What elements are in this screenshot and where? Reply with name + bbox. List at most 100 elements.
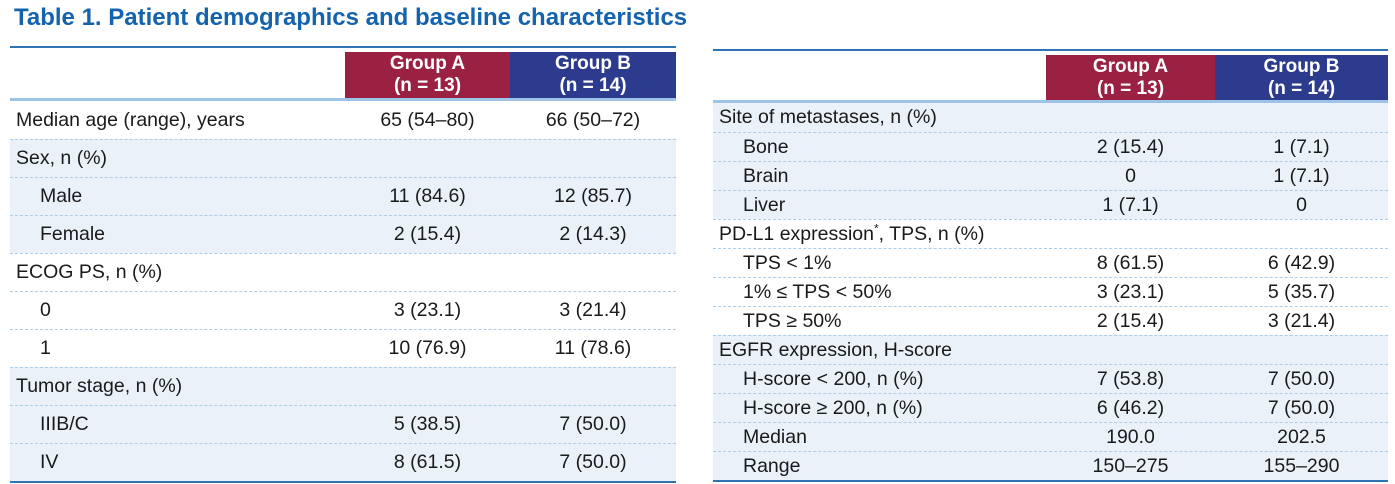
cell-group-b: 202.5 xyxy=(1277,425,1326,448)
header-divider-rule xyxy=(10,98,676,101)
figure-title: Table 1. Patient demographics and baseli… xyxy=(14,4,688,31)
group-a-name: Group A xyxy=(389,53,466,74)
cell-group-b: 7 (50.0) xyxy=(559,413,627,435)
row-label: H-score < 200, n (%) xyxy=(743,367,924,390)
group-b-n: (n = 14) xyxy=(1267,77,1336,99)
row-label: ECOG PS, n (%) xyxy=(16,261,163,283)
cell-group-b: 155–290 xyxy=(1263,454,1340,477)
cell-group-a: 2 (15.4) xyxy=(393,223,462,245)
cell-group-a: 2 (15.4) xyxy=(1096,309,1165,332)
row-label: PD-L1 expression*, TPS, n (%) xyxy=(719,222,985,245)
table-row: Tumor stage, n (%) xyxy=(10,367,676,405)
table-row: Bone 2 (15.4) 1 (7.1) xyxy=(713,132,1388,161)
table-row: Sex, n (%) xyxy=(10,139,676,177)
table-row: 0 3 (23.1) 3 (21.4) xyxy=(10,291,676,329)
cell-group-b: 7 (50.0) xyxy=(559,451,627,473)
table-row: PD-L1 expression*, TPS, n (%) xyxy=(713,219,1388,248)
table-row: TPS < 1% 8 (61.5) 6 (42.9) xyxy=(713,248,1388,277)
row-label: TPS < 1% xyxy=(743,251,832,274)
row-label: Median xyxy=(743,425,807,448)
cell-group-b: 5 (35.7) xyxy=(1267,280,1336,303)
table-row: Female 2 (15.4) 2 (14.3) xyxy=(10,215,676,253)
cell-group-a: 1 (7.1) xyxy=(1102,193,1159,216)
cell-group-a: 190.0 xyxy=(1106,425,1155,448)
cell-group-b: 6 (42.9) xyxy=(1267,251,1336,274)
cell-group-b: 1 (7.1) xyxy=(1273,164,1330,187)
clinical-table-body: Site of metastases, n (%) Bone 2 (15.4) 1 (… xyxy=(713,103,1388,480)
column-header-group-b: Group B (n = 14) xyxy=(510,52,676,98)
table-row: Liver 1 (7.1) 0 xyxy=(713,190,1388,219)
header-spacer xyxy=(713,51,1046,100)
group-a-n: (n = 13) xyxy=(393,75,462,96)
cell-group-a: 65 (54–80) xyxy=(380,108,475,131)
table-row: Brain 0 1 (7.1) xyxy=(713,161,1388,190)
table-row: H-score < 200, n (%) 7 (53.8) 7 (50.0) xyxy=(713,364,1388,393)
cell-group-a: 2 (15.4) xyxy=(1096,135,1165,158)
demographics-table-body: Median age (range), years 65 (54–80) 66 (5… xyxy=(10,101,676,481)
row-label: Tumor stage, n (%) xyxy=(16,375,183,397)
table-row: IV 8 (61.5) 7 (50.0) xyxy=(10,443,676,481)
cell-group-a: 3 (23.1) xyxy=(1096,280,1165,303)
row-label: 0 xyxy=(40,299,51,321)
cell-group-a: 7 (53.8) xyxy=(1096,367,1165,390)
row-label: IIIB/C xyxy=(40,413,89,435)
cell-group-a: 11 (84.6) xyxy=(389,185,466,207)
cell-group-a: 6 (46.2) xyxy=(1096,396,1165,419)
table-row: Median age (range), years 65 (54–80) 66 (5… xyxy=(10,101,676,139)
cell-group-a: 3 (23.1) xyxy=(393,299,462,321)
group-b-name: Group B xyxy=(555,53,631,74)
group-a-n: (n = 13) xyxy=(1096,77,1165,99)
cell-group-b: 3 (21.4) xyxy=(559,299,627,321)
column-header-group-a: Group A (n = 13) xyxy=(345,52,510,98)
row-label: Liver xyxy=(743,193,786,216)
cell-group-a: 0 xyxy=(1125,164,1136,187)
table-row: Median 190.0 202.5 xyxy=(713,422,1388,451)
cell-group-b: 66 (50–72) xyxy=(545,108,641,131)
table-row: 1 10 (76.9) 11 (78.6) xyxy=(10,329,676,367)
row-label: Site of metastases, n (%) xyxy=(719,106,937,128)
table-row: Male 11 (84.6) 12 (85.7) xyxy=(10,177,676,215)
cell-group-a: 8 (61.5) xyxy=(393,451,462,473)
cell-group-b: 2 (14.3) xyxy=(559,223,627,245)
row-label: IV xyxy=(40,451,59,473)
row-label: Female xyxy=(40,223,106,245)
row-label: Bone xyxy=(743,135,789,158)
clinical-characteristics-table: Group A (n = 13) Group B (n = 14) Site o… xyxy=(713,49,1388,482)
table-row: ECOG PS, n (%) xyxy=(10,253,676,291)
row-label: Brain xyxy=(743,164,789,187)
footnote-marker: * xyxy=(874,222,879,235)
table-row: 1% ≤ TPS < 50% 3 (23.1) 5 (35.7) xyxy=(713,277,1388,306)
group-b-name: Group B xyxy=(1263,55,1340,77)
table-row: Range 150–275 155–290 xyxy=(713,451,1388,480)
cell-group-b: 0 xyxy=(1296,193,1307,216)
cell-group-b: 7 (50.0) xyxy=(1267,367,1336,390)
row-label: 1 xyxy=(40,337,51,359)
table-row: TPS ≥ 50% 2 (15.4) 3 (21.4) xyxy=(713,306,1388,335)
cell-group-a: 150–275 xyxy=(1092,454,1169,477)
row-label: 1% ≤ TPS < 50% xyxy=(743,280,892,303)
cell-group-b: 7 (50.0) xyxy=(1267,396,1336,419)
table-row: EGFR expression, H-score xyxy=(713,335,1388,364)
cell-group-b: 12 (85.7) xyxy=(553,185,633,207)
cell-group-b: 3 (21.4) xyxy=(1267,309,1336,332)
row-label: H-score ≥ 200, n (%) xyxy=(743,396,923,419)
row-label: TPS ≥ 50% xyxy=(743,309,842,332)
group-a-name: Group A xyxy=(1092,55,1169,77)
column-header-group-a: Group A (n = 13) xyxy=(1046,55,1215,100)
table-row: IIIB/C 5 (38.5) 7 (50.0) xyxy=(10,405,676,443)
cell-group-a: 8 (61.5) xyxy=(1096,251,1165,274)
cell-group-a: 10 (76.9) xyxy=(388,337,467,359)
demographics-table-header: Group A (n = 13) Group B (n = 14) xyxy=(10,48,676,98)
column-header-group-b: Group B (n = 14) xyxy=(1215,55,1388,100)
header-spacer xyxy=(10,48,345,98)
clinical-table-header: Group A (n = 13) Group B (n = 14) xyxy=(713,51,1388,100)
table-row: H-score ≥ 200, n (%) 6 (46.2) 7 (50.0) xyxy=(713,393,1388,422)
row-label: EGFR expression, H-score xyxy=(719,338,952,361)
row-label: Median age (range), years xyxy=(16,108,245,131)
cell-group-a: 5 (38.5) xyxy=(393,413,462,435)
demographics-table: Group A (n = 13) Group B (n = 14) Median… xyxy=(10,46,676,483)
row-label: Sex, n (%) xyxy=(16,147,108,169)
row-label: Male xyxy=(40,185,83,207)
row-label: Range xyxy=(743,454,801,477)
